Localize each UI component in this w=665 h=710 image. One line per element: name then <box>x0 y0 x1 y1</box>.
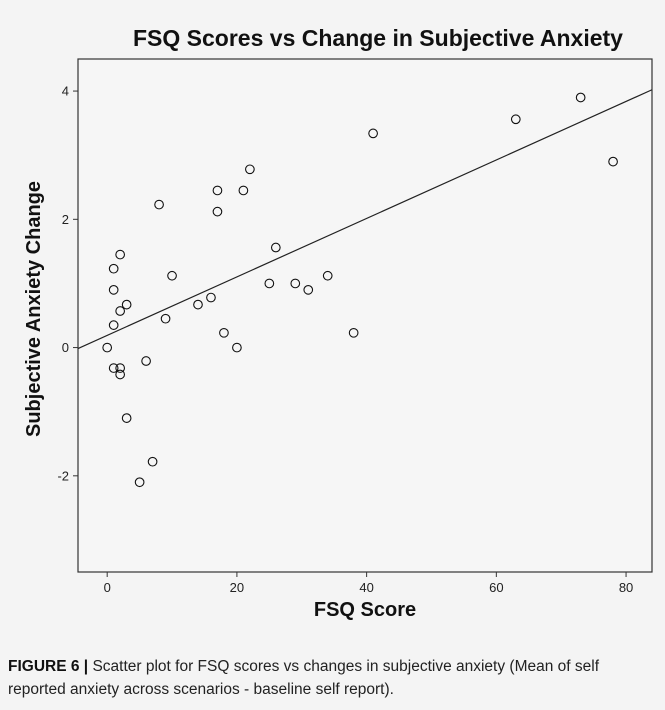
scatter-chart: FSQ Scores vs Change in Subjective Anxie… <box>23 25 653 621</box>
scatter-point <box>115 369 126 380</box>
scatter-point <box>147 456 158 467</box>
scatter-point <box>264 278 275 289</box>
scatter-point <box>193 299 203 310</box>
caption-text: Scatter plot for FSQ scores vs changes i… <box>8 658 600 698</box>
scatter-point <box>154 199 164 210</box>
y-axis-label: Subjective Anxiety Change <box>23 181 45 437</box>
scatter-point <box>206 292 216 303</box>
x-axis-label: FSQ Score <box>314 599 416 621</box>
figure-caption: FIGURE 6 | Scatter plot for FSQ scores v… <box>8 655 658 701</box>
scatter-point <box>115 363 126 373</box>
scatter-point <box>575 92 586 103</box>
scatter-point <box>121 299 132 310</box>
scatter-point <box>510 114 521 125</box>
x-tick-label: 0 <box>104 580 111 595</box>
scatter-point <box>219 327 229 338</box>
y-tick-label: -2 <box>57 468 69 483</box>
scatter-point <box>245 164 255 175</box>
scatter-point <box>108 263 119 274</box>
scatter-point <box>608 156 618 167</box>
x-tick-label: 60 <box>489 580 503 595</box>
scatter-point <box>290 278 301 289</box>
chart-title: FSQ Scores vs Change in Subjective Anxie… <box>133 25 623 51</box>
scatter-point <box>232 342 242 353</box>
scatter-point <box>368 128 378 139</box>
scatter-point <box>115 249 126 260</box>
scatter-point <box>348 327 359 338</box>
scatter-point <box>108 320 119 330</box>
scatter-point <box>303 285 314 295</box>
scatter-point <box>270 242 281 253</box>
scatter-point <box>160 313 171 324</box>
y-tick-label: 2 <box>62 212 69 227</box>
scatter-point <box>115 306 126 316</box>
x-tick-label: 40 <box>359 580 373 595</box>
y-axis-ticks: -2 0 2 4 <box>57 84 78 483</box>
scatter-point <box>121 413 132 423</box>
y-tick-label: 0 <box>62 340 69 355</box>
scatter-point <box>212 185 223 196</box>
scatter-point <box>134 477 145 488</box>
scatter-point <box>141 356 151 366</box>
scatter-point <box>102 342 113 353</box>
fit-line-layer <box>77 89 653 350</box>
scatter-point <box>212 206 223 217</box>
y-tick-label: 4 <box>62 84 69 99</box>
data-points <box>102 92 618 488</box>
scatter-point <box>322 270 333 281</box>
x-axis-ticks: 0 20 40 60 80 <box>104 572 633 595</box>
scatter-point <box>238 185 249 196</box>
caption-label: FIGURE 6 <box>8 658 80 675</box>
plot-area <box>77 58 653 573</box>
scatter-point <box>108 285 119 295</box>
scatter-point <box>108 363 119 373</box>
x-tick-label: 20 <box>230 580 244 595</box>
caption-separator: | <box>83 658 89 675</box>
x-tick-label: 80 <box>619 580 633 595</box>
regression-line <box>77 89 653 350</box>
scatter-point <box>167 270 177 281</box>
